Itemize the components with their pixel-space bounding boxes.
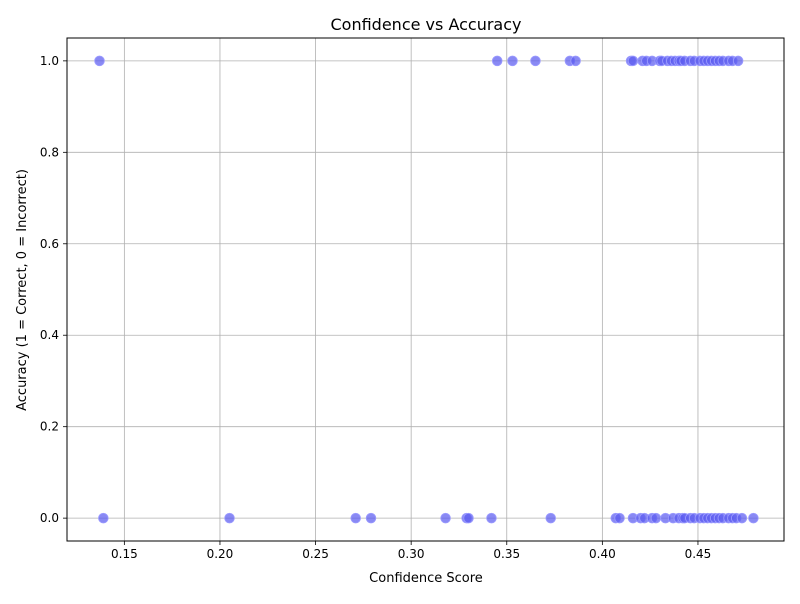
y-tick-label: 0.8	[40, 145, 59, 159]
x-tick-label: 0.15	[111, 547, 138, 561]
x-tick-label: 0.35	[493, 547, 520, 561]
data-point	[732, 55, 744, 67]
y-tick-label: 1.0	[40, 54, 59, 68]
chart-title: Confidence vs Accuracy	[331, 15, 522, 34]
data-point	[365, 512, 377, 524]
data-point	[507, 55, 518, 67]
x-tick-label: 0.45	[685, 547, 712, 561]
x-tick-label: 0.20	[207, 547, 234, 561]
y-tick-label: 0.0	[40, 511, 59, 525]
x-axis-label: Confidence Score	[369, 571, 483, 586]
data-point	[530, 55, 541, 67]
x-tick-label: 0.30	[398, 547, 425, 561]
y-axis-label: Accuracy (1 = Correct, 0 = Incorrect)	[15, 169, 30, 411]
data-point	[440, 512, 451, 524]
data-point	[463, 512, 474, 524]
y-tick-label: 0.2	[40, 420, 59, 434]
data-point	[627, 55, 639, 67]
data-point	[650, 512, 662, 524]
grid-layer	[67, 38, 784, 541]
data-point	[614, 512, 625, 524]
data-point	[736, 512, 748, 524]
data-point	[545, 512, 556, 524]
plot-frame	[66, 37, 785, 542]
x-tick-label: 0.40	[589, 547, 616, 561]
data-point	[486, 512, 497, 524]
data-point	[94, 55, 105, 67]
data-point	[748, 512, 759, 524]
x-tick-label: 0.25	[302, 547, 329, 561]
data-point	[350, 512, 361, 524]
data-point	[224, 512, 235, 524]
data-point	[98, 512, 109, 524]
y-tick-label: 0.4	[40, 328, 59, 342]
data-point	[491, 55, 503, 67]
points-layer	[94, 55, 759, 524]
ticks-layer: 0.15 0.20 0.25 0.30 0.35 0.40 0.45 0.0 0.2 0.4 0.6…	[40, 54, 711, 561]
data-point	[570, 55, 581, 67]
y-tick-label: 0.6	[40, 237, 59, 251]
